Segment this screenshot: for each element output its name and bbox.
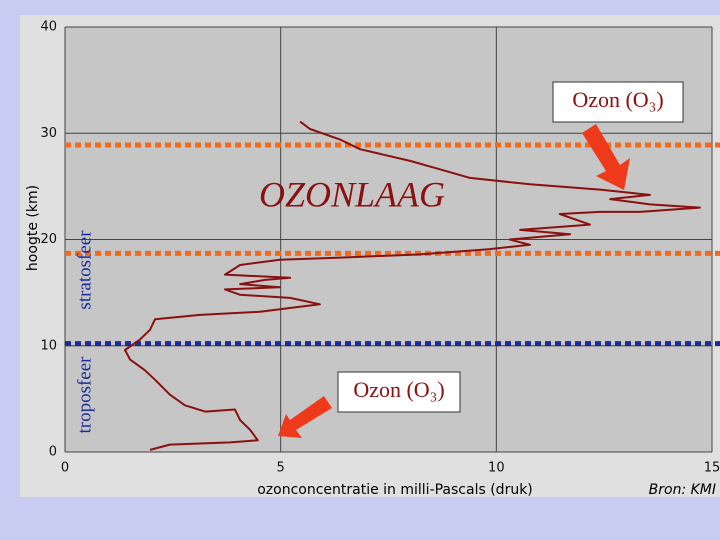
grid [64,26,713,453]
annotation-box [552,81,684,123]
source: Bron: KMI [649,482,716,498]
troposphere-label: troposfeer [74,356,95,434]
reference-lines [65,142,720,347]
arrow [582,124,630,190]
y-tick-label: 20 [40,232,57,247]
arrow [278,396,332,438]
y-axis-label: hoogte (km) [25,185,41,271]
x-tick-label: 10 [488,461,505,476]
plot [124,120,701,451]
y-tick-label: 40 [40,20,57,35]
ozone-label: Ozon (O₃) [353,377,444,402]
layer-label: OZONLAAG [259,174,445,214]
stratosphere-label: stratosfeer [74,230,95,310]
x-tick-label: 15 [704,461,720,476]
y-tick-label: 10 [40,338,57,353]
annotation-box [337,371,461,413]
y-tick-label: 0 [49,445,57,460]
ozone-label: Ozon (O₃) [572,87,663,112]
y-tick-label: 30 [40,126,57,141]
x-axis-label: ozonconcentratie in milli-Pascals (druk) [257,482,533,498]
ozone-profile [124,120,701,451]
x-tick-label: 0 [61,461,69,476]
x-tick-label: 5 [277,461,285,476]
